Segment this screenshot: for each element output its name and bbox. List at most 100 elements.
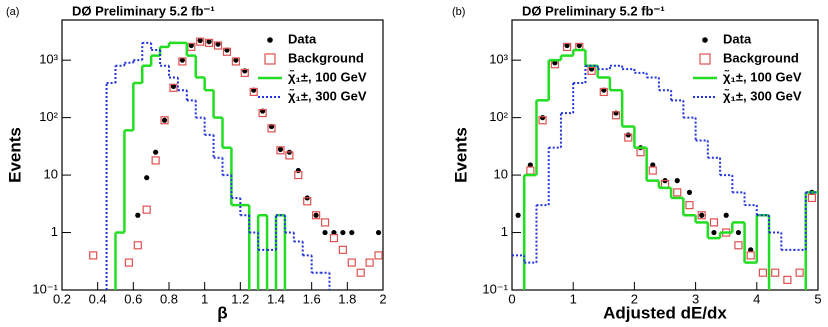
legend-label: Background bbox=[723, 50, 799, 65]
data-point bbox=[313, 212, 319, 218]
data-point bbox=[215, 41, 221, 47]
data-point bbox=[144, 175, 150, 181]
y-axis-label: Events bbox=[5, 127, 24, 183]
background-marker bbox=[142, 205, 151, 214]
data-point bbox=[179, 57, 185, 63]
legend-marker bbox=[267, 37, 273, 43]
x-tick-label: 1 bbox=[201, 291, 208, 306]
background-marker bbox=[258, 108, 267, 118]
background-marker bbox=[124, 258, 133, 267]
y-tick-label: 10 bbox=[44, 167, 58, 182]
data-point bbox=[735, 229, 742, 236]
background-marker bbox=[169, 83, 178, 92]
x-tick-label: 0.6 bbox=[124, 291, 142, 306]
y-tick-label: 10² bbox=[39, 109, 58, 124]
data-point bbox=[576, 42, 582, 49]
x-tick-label: 2 bbox=[631, 291, 638, 306]
background-marker bbox=[320, 218, 330, 227]
background-marker bbox=[374, 251, 383, 260]
y-axis-label: Events bbox=[451, 127, 470, 183]
y-tick-label: 10² bbox=[489, 109, 508, 124]
background-marker bbox=[178, 57, 187, 66]
background-marker bbox=[624, 133, 633, 142]
data-point bbox=[527, 162, 533, 168]
background-marker bbox=[611, 111, 621, 120]
background-marker bbox=[771, 268, 780, 277]
background-marker bbox=[240, 68, 249, 78]
plot-frame bbox=[61, 19, 384, 291]
background-marker bbox=[205, 38, 214, 47]
legend-label: Data bbox=[723, 31, 752, 46]
x-tick-label: 0.8 bbox=[160, 291, 178, 306]
data-point bbox=[564, 42, 570, 49]
data-point bbox=[161, 117, 168, 123]
background-marker bbox=[538, 116, 547, 125]
panel-label: (a) bbox=[6, 6, 19, 18]
data-point bbox=[349, 229, 355, 236]
x-tick-label: 1.2 bbox=[231, 291, 249, 306]
legend-label: Background bbox=[288, 50, 364, 65]
x-tick-label: 1.4 bbox=[267, 291, 285, 306]
x-tick-label: 0 bbox=[508, 291, 515, 306]
data-point bbox=[540, 115, 546, 121]
x-tick-label: 4 bbox=[753, 291, 760, 306]
data-point bbox=[340, 229, 346, 236]
data-point bbox=[552, 60, 558, 66]
background-marker bbox=[89, 251, 98, 260]
background-marker bbox=[222, 47, 232, 56]
x-tick-label: 1.6 bbox=[303, 291, 321, 306]
background-marker bbox=[196, 37, 205, 46]
data-point bbox=[650, 162, 656, 168]
y-tick-label: 10³ bbox=[39, 52, 58, 67]
data-point bbox=[711, 229, 717, 236]
background-marker bbox=[151, 156, 160, 165]
background-marker bbox=[734, 241, 743, 250]
legend-marker bbox=[699, 53, 711, 65]
data-point bbox=[723, 212, 729, 218]
background-marker bbox=[338, 245, 347, 254]
legend-marker bbox=[264, 53, 276, 65]
background-marker bbox=[697, 211, 706, 220]
data-point bbox=[322, 229, 328, 236]
x-tick-label: 5 bbox=[814, 291, 821, 306]
plot-frame bbox=[511, 19, 819, 291]
y-tick-label: 10 bbox=[494, 167, 508, 182]
legend-label: Data bbox=[288, 31, 317, 46]
data-point bbox=[375, 229, 382, 236]
background-marker bbox=[365, 258, 374, 267]
background-marker bbox=[562, 42, 572, 52]
data-point bbox=[686, 189, 693, 195]
legend-label: χ̃₁±, 300 GeV bbox=[723, 88, 802, 103]
x-tick-label: 2 bbox=[379, 291, 386, 306]
background-marker bbox=[709, 218, 719, 227]
background-marker bbox=[526, 166, 535, 175]
data-point bbox=[277, 146, 284, 152]
data-point bbox=[170, 83, 177, 89]
background-marker bbox=[160, 116, 169, 125]
background-marker bbox=[303, 197, 312, 206]
data-point bbox=[295, 167, 301, 174]
background-marker bbox=[587, 66, 596, 76]
background-marker bbox=[807, 193, 816, 203]
background-marker bbox=[294, 170, 303, 180]
background-marker bbox=[783, 275, 792, 284]
y-tick-label: 10³ bbox=[489, 52, 508, 67]
data-point bbox=[135, 212, 141, 218]
data-point bbox=[625, 132, 631, 138]
background-marker bbox=[249, 87, 258, 97]
data-point bbox=[153, 149, 159, 155]
background-marker bbox=[795, 268, 804, 277]
chart-title: DØ Preliminary 5.2 fb⁻¹ bbox=[522, 3, 665, 18]
data-point bbox=[206, 39, 212, 45]
data-point bbox=[674, 178, 680, 184]
background-marker bbox=[285, 151, 294, 160]
background-marker bbox=[231, 57, 240, 66]
x-axis-label: Adjusted dE/dx bbox=[603, 303, 727, 322]
x-tick-label: 3 bbox=[692, 291, 699, 306]
background-marker bbox=[267, 124, 276, 133]
background-marker bbox=[213, 41, 223, 50]
chart-title: DØ Preliminary 5.2 fb⁻¹ bbox=[72, 3, 215, 18]
y-tick-label: 10⁻¹ bbox=[32, 281, 58, 296]
data-point bbox=[515, 212, 521, 218]
